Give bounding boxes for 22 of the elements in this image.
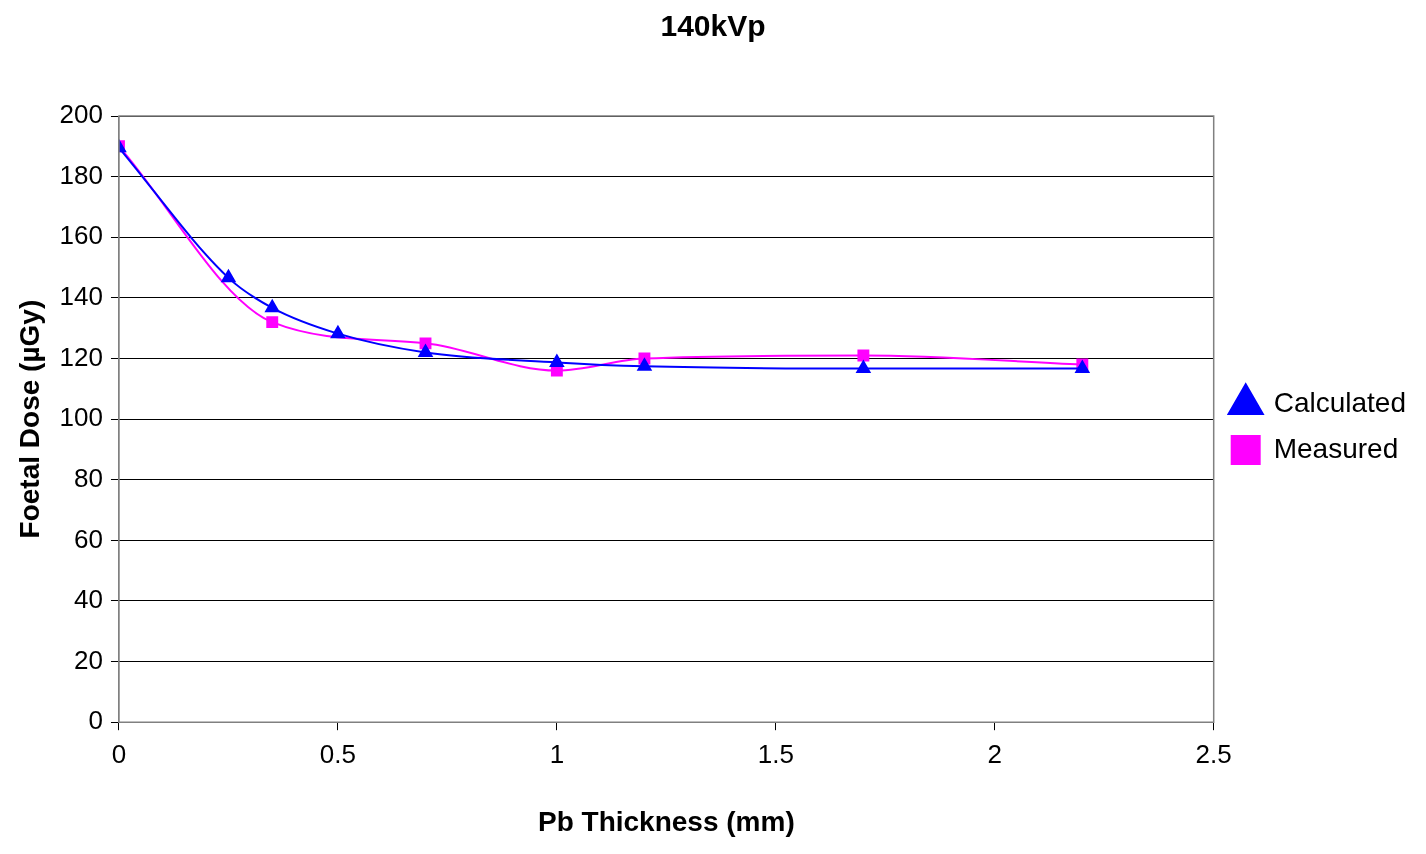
y-tick-label: 140	[59, 281, 103, 312]
legend-label: Calculated	[1273, 386, 1407, 418]
y-tick-label: 200	[59, 99, 103, 130]
y-tick-label: 40	[74, 584, 103, 615]
legend-label: Measured	[1273, 432, 1399, 464]
chart-title: 140kVp	[660, 9, 766, 43]
y-axis-title: Foetal Dose (µGy)	[13, 299, 45, 539]
x-tick-label: 1	[549, 738, 565, 769]
y-tick-label: 80	[74, 462, 103, 493]
y-tick-label: 20	[74, 644, 103, 675]
y-tick-label: 0	[88, 705, 103, 736]
y-tick-label: 120	[59, 341, 103, 372]
y-tick-label: 180	[59, 159, 103, 190]
y-tick-label: 100	[59, 402, 103, 433]
x-tick-label: 2.5	[1195, 738, 1232, 769]
y-tick-label: 60	[74, 523, 103, 554]
x-tick-label: 0	[111, 738, 127, 769]
x-axis-title: Pb Thickness (mm)	[537, 805, 795, 837]
x-tick-label: 0.5	[319, 738, 356, 769]
x-tick-label: 2	[987, 738, 1002, 769]
x-tick-label: 1.5	[757, 738, 794, 769]
y-tick-label: 160	[59, 220, 103, 251]
